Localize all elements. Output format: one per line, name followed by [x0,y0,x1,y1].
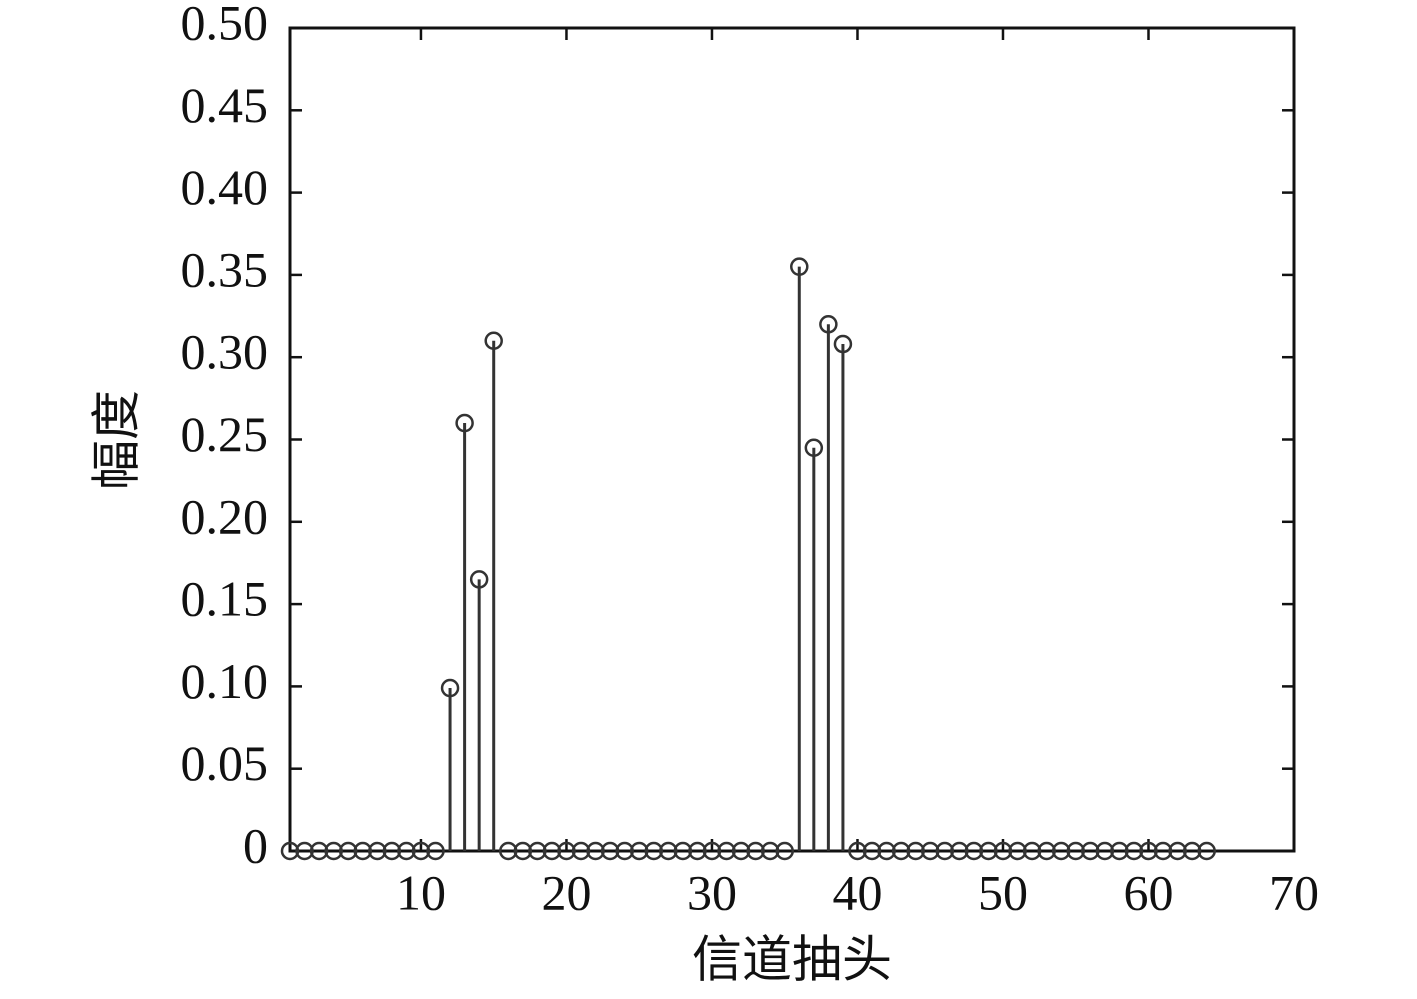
stem-marker [557,841,576,861]
y-tick-label: 0 [243,817,268,873]
stem-marker [790,257,809,276]
stem-marker [920,841,940,861]
stem-marker [862,841,882,861]
stem-marker [600,841,620,861]
y-tick-label: 0.20 [181,488,269,544]
stem-marker [877,841,896,861]
stem-marker [731,841,751,861]
stem-marker [1066,841,1085,861]
stem-marker [659,841,678,861]
y-tick-label: 0.50 [181,0,269,50]
x-axis-title: 信道抽头 [692,931,892,987]
stem-marker [571,841,591,861]
y-tick-label: 0.40 [181,159,269,215]
stem-marker [280,841,300,861]
stem-marker [513,841,533,861]
stem-marker [1037,841,1056,861]
stem-marker [848,841,867,861]
x-tick-label: 70 [1269,864,1319,920]
stem-marker [950,841,969,861]
stem-marker [338,841,358,861]
stem-marker [426,841,445,861]
y-tick-label: 0.30 [181,324,269,380]
stem-marker [324,841,343,861]
stem-marker [964,841,984,861]
stem-marker [906,841,925,861]
y-axis-title: 幅度 [88,390,144,490]
stem-marker [499,841,518,861]
stem-marker [542,841,562,861]
stem-marker [979,841,998,861]
stem-marker [1168,841,1187,861]
stem-marker [484,331,503,350]
y-tick-label: 0.45 [181,77,269,133]
stem-marker [586,841,605,861]
stem-marker [1022,841,1042,861]
stem-marker [644,841,664,861]
stem-marker [891,841,911,861]
stem-marker [1153,841,1173,861]
stem-marker [702,841,722,861]
stem-marker [1051,841,1071,861]
plot-frame [288,26,1296,853]
stem-marker [469,570,489,589]
y-tick-label: 0.25 [181,406,269,462]
x-tick-label: 40 [832,864,882,920]
stem-marker [935,841,955,861]
stem-marker [673,841,693,861]
y-tick-label: 0.15 [181,571,269,627]
x-tick-label: 30 [687,864,737,920]
stem-marker [1110,841,1129,861]
stem-marker [1008,841,1027,861]
stem-marker [368,841,387,861]
stem-marker [760,841,780,861]
x-tick-label: 10 [396,864,446,920]
stem-marker [804,438,824,457]
y-tick-label: 0.35 [181,241,269,297]
stem-marker [746,841,765,861]
stem-marker [629,841,649,861]
stem-marker [353,841,373,861]
stem-marker [1182,841,1202,861]
y-tick-label: 0.05 [181,735,269,791]
stem-marker [295,841,314,861]
stem-marker [833,334,853,354]
stem-marker [1139,841,1158,861]
stem-marker [382,841,402,861]
x-tick-label: 60 [1123,864,1173,920]
stem-marker [455,413,474,433]
stem-marker [615,841,634,861]
stem-marker [528,841,547,861]
stem-marker [440,678,460,698]
stem-marker [1095,841,1115,861]
stem-marker [717,841,736,861]
stem-marker [411,841,431,861]
stem-marker [1081,841,1100,861]
stem-marker [819,315,838,334]
x-tick-label: 20 [541,864,591,920]
y-tick-label: 0.10 [181,653,269,709]
stem-marker [397,841,416,861]
stem-marker [688,841,707,861]
x-tick-label: 50 [978,864,1028,920]
stem-marker [775,841,794,861]
stem-marker [309,841,329,861]
stem-marker [1124,841,1144,861]
stem-marker [993,841,1013,861]
stem-marker [1197,841,1216,861]
